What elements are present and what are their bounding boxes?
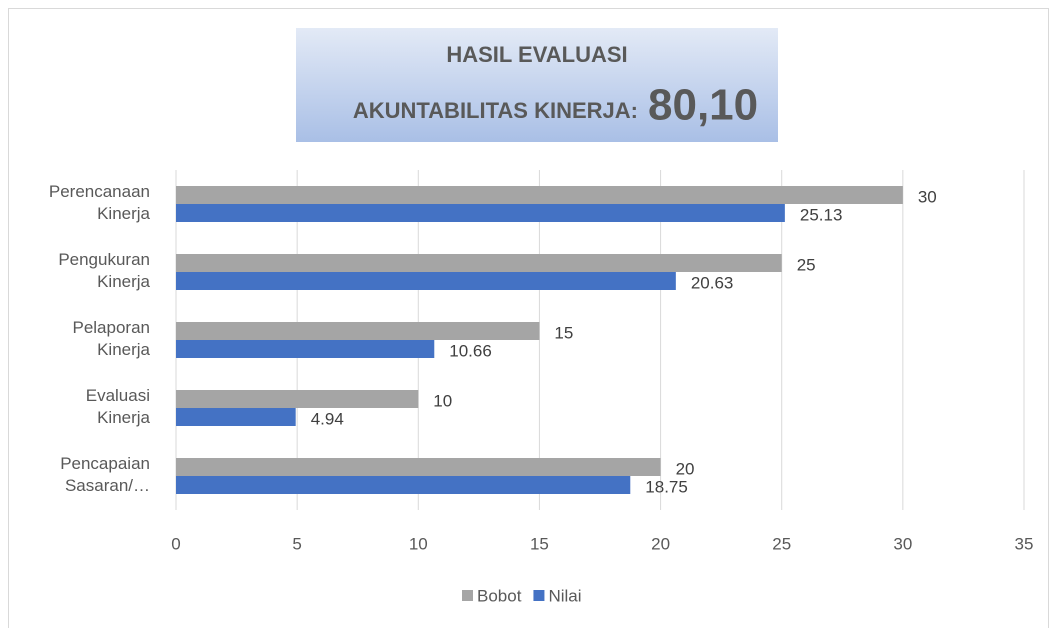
bar [176, 254, 782, 272]
data-label: 30 [918, 187, 937, 206]
bar [176, 476, 631, 494]
chart-subtitle: AKUNTABILITAS KINERJA: [353, 98, 638, 123]
x-tick-label: 10 [409, 534, 428, 553]
y-tick-label-line: Kinerja [97, 204, 150, 223]
data-label: 25 [797, 255, 816, 274]
y-tick-label: Perencanaan Kinerja [49, 182, 151, 223]
y-tick-label-line: Pencapaian [60, 454, 150, 473]
bar [176, 272, 676, 290]
y-tick-label-line: Pengukuran [58, 250, 150, 269]
bar [176, 186, 903, 204]
x-tick-label: 30 [893, 534, 912, 553]
data-label: 20 [676, 459, 695, 478]
y-tick-label-line: Kinerja [97, 340, 150, 359]
y-tick-label-line: Pelaporan [72, 318, 150, 337]
x-tick-label: 25 [772, 534, 791, 553]
data-label: 18.75 [645, 477, 688, 496]
data-label: 10.66 [449, 341, 492, 360]
legend-swatch [462, 590, 473, 601]
chart-title: HASIL EVALUASI [446, 42, 627, 67]
bar [176, 322, 540, 340]
data-label: 4.94 [311, 409, 344, 428]
legend-label: Bobot [477, 586, 522, 605]
bar [176, 458, 661, 476]
x-tick-label: 20 [651, 534, 670, 553]
y-tick-label: Evaluasi Kinerja [86, 386, 151, 427]
title-box [296, 28, 778, 142]
x-tick-label: 0 [171, 534, 180, 553]
x-tick-label: 5 [292, 534, 301, 553]
legend-label: Nilai [548, 586, 581, 605]
data-label: 15 [554, 323, 573, 342]
data-label: 20.63 [691, 273, 734, 292]
y-tick-label: Pelaporan Kinerja [72, 318, 150, 359]
y-tick-label-line: Kinerja [97, 272, 150, 291]
y-tick-label: Pencapaian Sasaran/… [60, 454, 150, 495]
data-label: 10 [433, 391, 452, 410]
headline-value: 80,10 [648, 81, 758, 130]
y-tick-label-line: Sasaran/… [65, 476, 150, 495]
y-tick-label-line: Evaluasi [86, 386, 150, 405]
legend-swatch [533, 590, 545, 601]
y-tick-label-line: Kinerja [97, 408, 150, 427]
y-tick-label-line: Perencanaan [49, 182, 150, 201]
y-tick-label: Pengukuran Kinerja [58, 250, 150, 291]
bar [176, 340, 435, 358]
bar [176, 408, 296, 426]
data-label: 25.13 [800, 205, 843, 224]
bar [176, 390, 419, 408]
x-tick-label: 35 [1015, 534, 1034, 553]
x-tick-label: 15 [530, 534, 549, 553]
bar [176, 204, 785, 222]
